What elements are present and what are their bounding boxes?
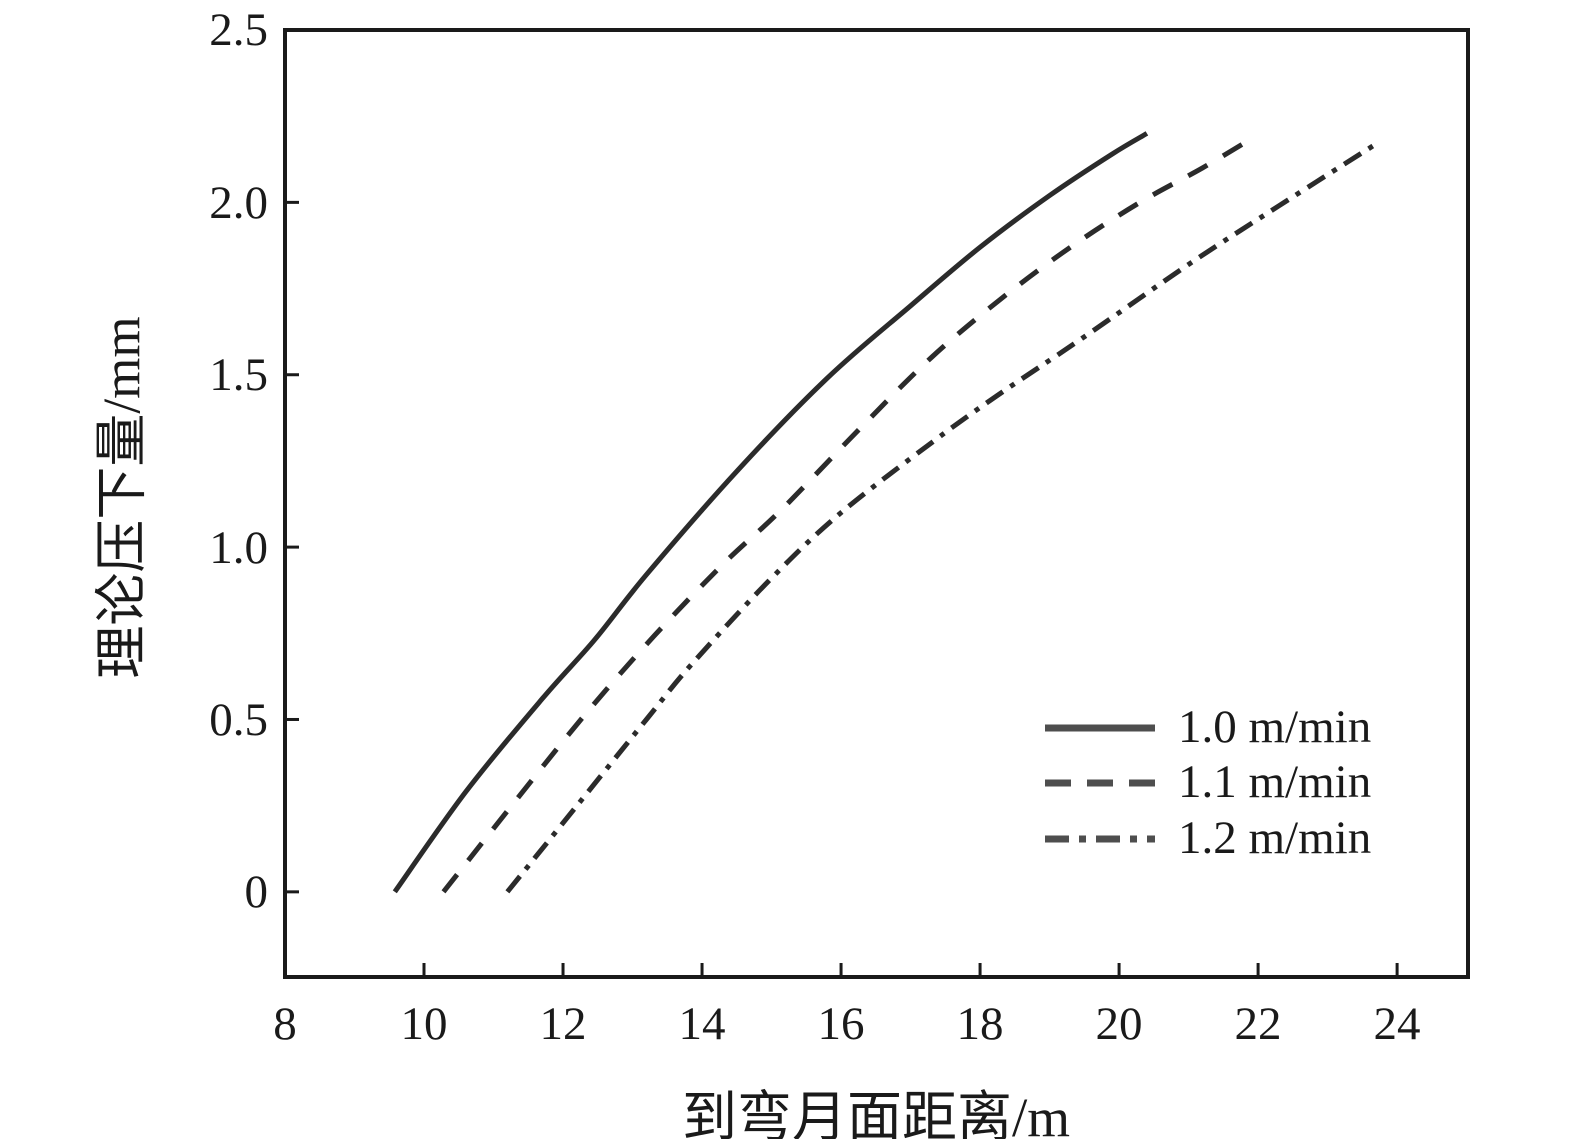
x-axis-title: 到弯月面距离/m xyxy=(681,1087,1071,1139)
legend-label-1-2: 1.2 m/min xyxy=(1178,812,1372,864)
x-tick-label: 22 xyxy=(1234,998,1282,1050)
y-tick-label: 0 xyxy=(244,866,269,918)
curve-1-1-m-min xyxy=(441,134,1256,894)
y-tick-label: 2.0 xyxy=(209,177,268,229)
curve-1-2-m-min xyxy=(505,141,1378,894)
legend-label-1-1: 1.1 m/min xyxy=(1178,756,1372,808)
x-tick-label: 8 xyxy=(273,998,297,1050)
x-tick-label: 18 xyxy=(956,998,1004,1050)
y-axis-title: 理论压下量/mm xyxy=(93,316,152,679)
legend-label-1-0: 1.0 m/min xyxy=(1178,701,1372,753)
x-tick-label: 24 xyxy=(1373,998,1421,1050)
x-tick-label: 12 xyxy=(539,998,587,1050)
y-tick-label: 1.5 xyxy=(209,349,268,401)
x-tick-label: 14 xyxy=(678,998,726,1050)
x-tick-label: 20 xyxy=(1095,998,1143,1050)
x-tick-label: 10 xyxy=(400,998,448,1050)
x-tick-label: 16 xyxy=(817,998,865,1050)
curve-1-0-m-min xyxy=(392,131,1149,894)
y-tick-label: 0.5 xyxy=(209,694,268,746)
y-tick-label: 2.5 xyxy=(209,4,268,56)
y-tick-label: 1.0 xyxy=(209,522,268,574)
